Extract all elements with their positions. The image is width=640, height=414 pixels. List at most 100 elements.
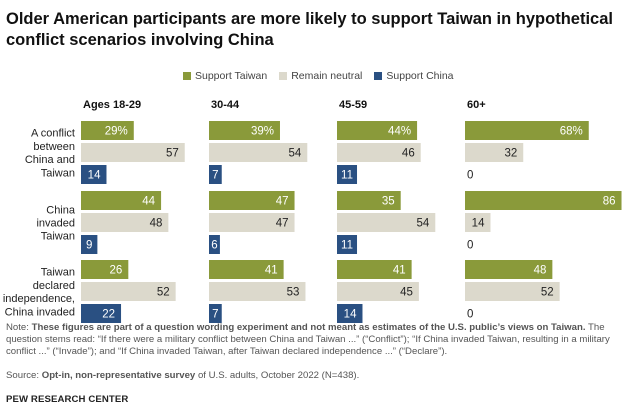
age-group-label: Ages 18-29 [83, 99, 141, 111]
scenario-label-line: invaded [36, 218, 75, 230]
bar-value-label: 54 [416, 218, 429, 230]
source-prefix: Source: [6, 370, 42, 381]
age-group-label: 60+ [467, 99, 486, 111]
legend-label-support-taiwan: Support Taiwan [195, 70, 268, 82]
bar-value-label: 14 [88, 170, 101, 182]
bar-value-label: 6 [211, 240, 217, 252]
bar-support-china [209, 304, 222, 323]
bar-support-taiwan [209, 191, 295, 210]
scenario-label-line: Taiwan [41, 167, 75, 179]
bar-remain-neutral [337, 282, 419, 301]
bar-value-label: 39% [251, 126, 274, 138]
scenario-label-line: Taiwan [41, 231, 75, 243]
bar-remain-neutral [81, 213, 169, 232]
bar-value-label: 22 [102, 309, 115, 321]
chart-note: Note: These figures are part of a questi… [6, 322, 634, 358]
bar-value-label: 14 [344, 309, 357, 321]
bar-value-label: 44 [142, 196, 155, 208]
scenario-label-line: independence, [3, 293, 75, 305]
bar-remain-neutral [209, 213, 295, 232]
bar-remain-neutral [465, 213, 491, 232]
brand-credit: PEW RESEARCH CENTER [6, 394, 129, 405]
bar-remain-neutral [337, 213, 436, 232]
bar-value-label: 45 [400, 287, 413, 299]
scenario-label-line: Taiwan [41, 267, 75, 279]
bar-support-china [337, 235, 358, 254]
legend-swatch-support-taiwan [183, 72, 191, 80]
note-bold: These figures are part of a question wor… [31, 322, 586, 333]
scenario-label-line: A conflict [31, 128, 75, 140]
bar-support-china [81, 235, 98, 254]
note-rest: The question stems read: “If there were … [6, 322, 610, 357]
bar-support-taiwan [81, 121, 134, 140]
legend-item-support-china: Support China [374, 70, 454, 82]
bar-value-label: 86 [603, 196, 616, 208]
bar-value-label: 57 [166, 148, 179, 160]
bar-support-china [81, 165, 107, 184]
bar-support-taiwan [465, 121, 589, 140]
bar-support-taiwan [209, 260, 284, 279]
bar-remain-neutral [81, 143, 185, 162]
bar-support-china [337, 165, 358, 184]
bar-value-label: 54 [288, 148, 301, 160]
legend-label-support-china: Support China [386, 70, 454, 82]
bar-value-label: 32 [504, 148, 517, 160]
legend-item-remain-neutral: Remain neutral [279, 70, 362, 82]
bar-support-taiwan [465, 260, 553, 279]
chart-title: Older American participants are more lik… [6, 10, 613, 49]
bar-value-label: 9 [86, 240, 92, 252]
scenario-label-line: between [33, 141, 75, 153]
bar-support-taiwan [81, 191, 162, 210]
scenario-label-line: China invaded [5, 306, 75, 318]
bar-value-label: 7 [212, 309, 218, 321]
scenario-label-line: declared [33, 280, 75, 292]
bar-support-taiwan [337, 260, 412, 279]
bar-value-label: 41 [393, 265, 406, 277]
bar-support-china [337, 304, 363, 323]
bar-value-label: 68% [560, 126, 583, 138]
scenario-label-line: China [46, 204, 76, 216]
age-group-label: 45-59 [339, 99, 367, 111]
source-rest: of U.S. adults, October 2022 (N=438). [195, 370, 360, 381]
bar-support-taiwan [465, 191, 622, 210]
source-bold: Opt-in, non-representative survey [41, 370, 196, 381]
bar-value-label: 7 [212, 170, 218, 182]
legend-swatch-remain-neutral [279, 72, 288, 80]
note-prefix: Note: [6, 322, 32, 333]
legend: Support Taiwan Remain neutral Support Ch… [183, 69, 466, 83]
chart-source: Source: Opt-in, non-representative surve… [6, 370, 634, 382]
age-group-label: 30-44 [211, 99, 240, 111]
bar-value-label: 0 [467, 240, 473, 252]
bar-remain-neutral [465, 143, 524, 162]
bar-value-label: 44% [388, 126, 411, 138]
bar-value-label: 0 [467, 170, 473, 182]
bar-value-label: 14 [472, 218, 485, 230]
bar-remain-neutral [81, 282, 176, 301]
bar-value-label: 26 [110, 265, 123, 277]
bar-value-label: 0 [467, 309, 473, 321]
bar-value-label: 48 [150, 218, 163, 230]
bar-support-taiwan [209, 121, 280, 140]
bar-value-label: 48 [534, 265, 547, 277]
legend-label-remain-neutral: Remain neutral [291, 70, 363, 82]
bar-remain-neutral [209, 143, 308, 162]
bar-value-label: 11 [341, 240, 353, 252]
bar-support-china [81, 304, 122, 323]
bar-support-taiwan [81, 260, 129, 279]
bar-support-china [209, 235, 220, 254]
bar-remain-neutral [465, 282, 560, 301]
legend-swatch-support-china [374, 72, 383, 80]
bar-value-label: 11 [341, 170, 353, 182]
bar-value-label: 52 [157, 287, 170, 299]
bar-support-china [209, 165, 222, 184]
legend-item-support-taiwan: Support Taiwan [183, 70, 267, 82]
bar-value-label: 47 [276, 218, 289, 230]
bar-support-taiwan [337, 121, 418, 140]
bar-value-label: 29% [105, 126, 128, 138]
bar-value-label: 53 [287, 287, 300, 299]
bar-value-label: 35 [382, 196, 395, 208]
scenario-label-line: China and [25, 154, 75, 166]
bar-support-taiwan [337, 191, 401, 210]
bar-remain-neutral [337, 143, 421, 162]
bar-value-label: 41 [265, 265, 278, 277]
